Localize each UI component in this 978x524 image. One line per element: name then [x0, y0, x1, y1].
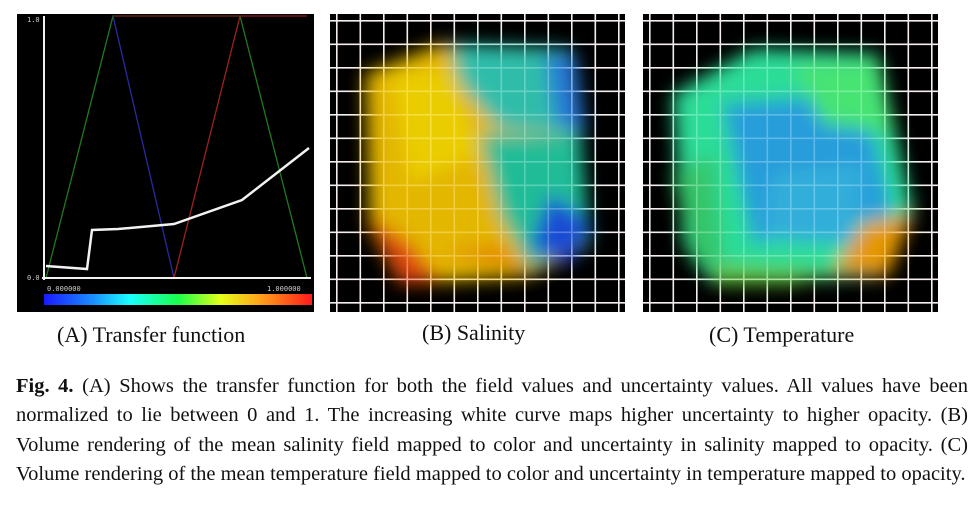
colorbar [44, 294, 312, 305]
figure-caption-text: (A) Shows the transfer function for both… [16, 375, 969, 486]
subcaption-temperature: (C) Temperature [709, 322, 855, 347]
uncertainty-opacity-curve [45, 147, 310, 271]
salinity-volume-image [330, 14, 625, 312]
figure-caption: Fig. 4. (A) Shows the transfer function … [16, 372, 968, 490]
temperature-volume-image [643, 14, 938, 312]
subcaption-salinity: (B) Salinity [422, 320, 526, 345]
colorbar-max-label: 1.000000 [267, 285, 301, 293]
subcaption-transfer-function: (A) Transfer function [57, 322, 246, 347]
plot-background [17, 14, 314, 312]
y-axis-top-label: 1.0 [27, 16, 40, 24]
colorbar-min-label: 0.000000 [47, 285, 81, 293]
transfer-function-panel: 1.0 0.0 0.000000 1.000000 [17, 14, 314, 312]
salinity-rendering [330, 14, 625, 312]
y-axis-bottom-label: 0.0 [27, 274, 40, 282]
transfer-function-plot: 1.0 0.0 0.000000 1.000000 [17, 14, 314, 312]
blue-transfer-line [112, 15, 175, 279]
temperature-rendering [643, 14, 938, 312]
figure-label: Fig. 4. [16, 375, 74, 397]
